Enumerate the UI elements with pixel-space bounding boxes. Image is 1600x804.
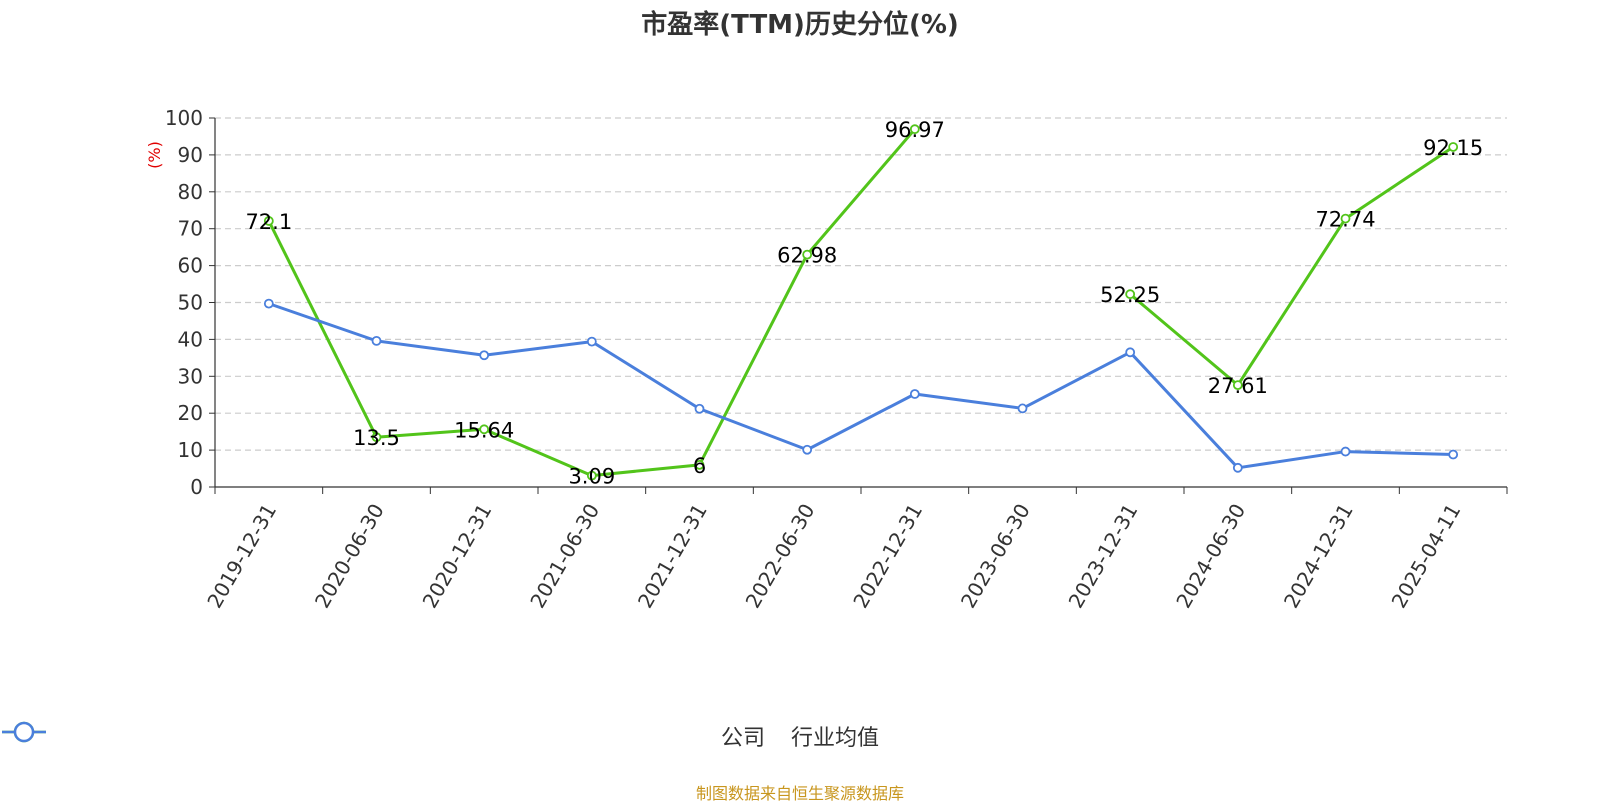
series-0-data-label-2020-12-31: 15.64 xyxy=(454,418,514,442)
y-tick-label-20: 20 xyxy=(178,401,203,425)
y-axis-label: (%) xyxy=(145,141,164,169)
y-tick-label-40: 40 xyxy=(178,327,203,351)
series-0-point-2025-04-11[interactable] xyxy=(1448,142,1459,152)
series-0-data-label-2021-06-30: 3.09 xyxy=(568,465,615,489)
chart-title: 市盈率(TTM)历史分位(%) xyxy=(641,10,959,40)
x-tick-label-2024-06-30: 2024-06-30 xyxy=(1171,500,1250,613)
series-1-point-2020-12-31[interactable] xyxy=(479,350,490,361)
legend-swatch-industry-average xyxy=(2,721,46,743)
series-1-point-2022-06-30[interactable] xyxy=(802,444,813,455)
series-0-point-2020-12-31[interactable] xyxy=(479,424,490,435)
legend-label-company: 公司 xyxy=(720,726,765,751)
series-0-data-label-2021-12-31: 6 xyxy=(693,454,706,478)
series-0-point-2021-06-30[interactable] xyxy=(586,470,597,481)
series-0-point-2022-06-30[interactable] xyxy=(802,249,813,260)
series-0-point-2021-12-31[interactable] xyxy=(694,459,705,470)
series-0-data-label-2019-12-31: 72.1 xyxy=(245,210,292,234)
series-1-point-2022-12-31[interactable] xyxy=(909,389,920,399)
series-1-point-2021-06-30[interactable] xyxy=(586,336,597,347)
series-0-point-2022-12-31[interactable] xyxy=(909,124,920,135)
series-1-point-2023-12-31[interactable] xyxy=(1125,347,1136,358)
x-tick-label-2024-12-31: 2024-12-31 xyxy=(1279,500,1358,613)
series-0-data-label-2024-12-31: 72.74 xyxy=(1315,208,1375,232)
x-tick-label-2023-12-31: 2023-12-31 xyxy=(1064,500,1143,613)
series-1-point-2019-12-31[interactable] xyxy=(263,298,274,309)
y-tick-label-30: 30 xyxy=(178,364,203,388)
series-1-point-2021-12-31[interactable] xyxy=(694,403,705,414)
y-tick-label-60: 60 xyxy=(178,254,203,278)
series-0-data-label-2023-12-31: 52.25 xyxy=(1100,283,1160,307)
series-1-point-2023-06-30[interactable] xyxy=(1017,403,1028,414)
legend: 公司 行业均值 xyxy=(0,720,1600,752)
y-tick-label-90: 90 xyxy=(178,143,203,167)
series-0-point-2024-06-30[interactable] xyxy=(1232,380,1243,391)
source-note: 制图数据来自恒生聚源数据库 xyxy=(695,784,904,803)
series-1-point-2020-06-30[interactable] xyxy=(371,335,382,346)
series-0-data-label-2024-06-30: 27.61 xyxy=(1208,374,1268,398)
y-tick-label-10: 10 xyxy=(178,438,203,462)
series-line-1-segment-0 xyxy=(268,302,1454,470)
series-0-data-label-2022-06-30: 62.98 xyxy=(777,244,837,268)
series-0-point-2020-06-30[interactable] xyxy=(371,432,382,443)
series-0-point-2024-12-31[interactable] xyxy=(1340,213,1351,224)
y-tick-label-100: 100 xyxy=(165,106,203,130)
series-0-point-2023-12-31[interactable] xyxy=(1125,289,1136,300)
x-tick-label-2022-12-31: 2022-12-31 xyxy=(848,500,927,613)
x-tick-label-2020-12-31: 2020-12-31 xyxy=(418,500,497,613)
series-1-point-2025-04-11[interactable] xyxy=(1448,449,1459,460)
series-line-0-segment-1 xyxy=(1129,145,1454,387)
x-tick-label-2021-12-31: 2021-12-31 xyxy=(633,500,712,613)
series-1-point-2024-12-31[interactable] xyxy=(1340,446,1351,457)
y-tick-label-70: 70 xyxy=(178,217,203,241)
legend-item-industry-average[interactable]: 行业均值 xyxy=(2,720,880,752)
x-tick-label-2025-04-11: 2025-04-11 xyxy=(1387,500,1466,613)
x-tick-label-2019-12-31: 2019-12-31 xyxy=(202,500,281,613)
series-0-data-label-2025-04-11: 92.15 xyxy=(1423,136,1483,160)
series-0-point-2019-12-31[interactable] xyxy=(263,216,274,226)
x-tick-label-2020-06-30: 2020-06-30 xyxy=(310,500,389,613)
y-tick-label-0: 0 xyxy=(190,475,203,499)
legend-item-company[interactable]: 公司 xyxy=(2,720,765,752)
series-1-point-2024-06-30[interactable] xyxy=(1232,462,1243,473)
x-tick-label-2022-06-30: 2022-06-30 xyxy=(741,500,820,613)
series-0-data-label-2020-06-30: 13.5 xyxy=(353,426,400,450)
series-0-data-label-2022-12-31: 96.97 xyxy=(885,118,945,142)
y-tick-label-50: 50 xyxy=(178,291,203,315)
x-tick-label-2023-06-30: 2023-06-30 xyxy=(956,500,1035,613)
legend-label-industry-average: 行业均值 xyxy=(791,726,880,751)
y-tick-label-80: 80 xyxy=(178,180,203,204)
x-tick-label-2021-06-30: 2021-06-30 xyxy=(525,500,604,613)
